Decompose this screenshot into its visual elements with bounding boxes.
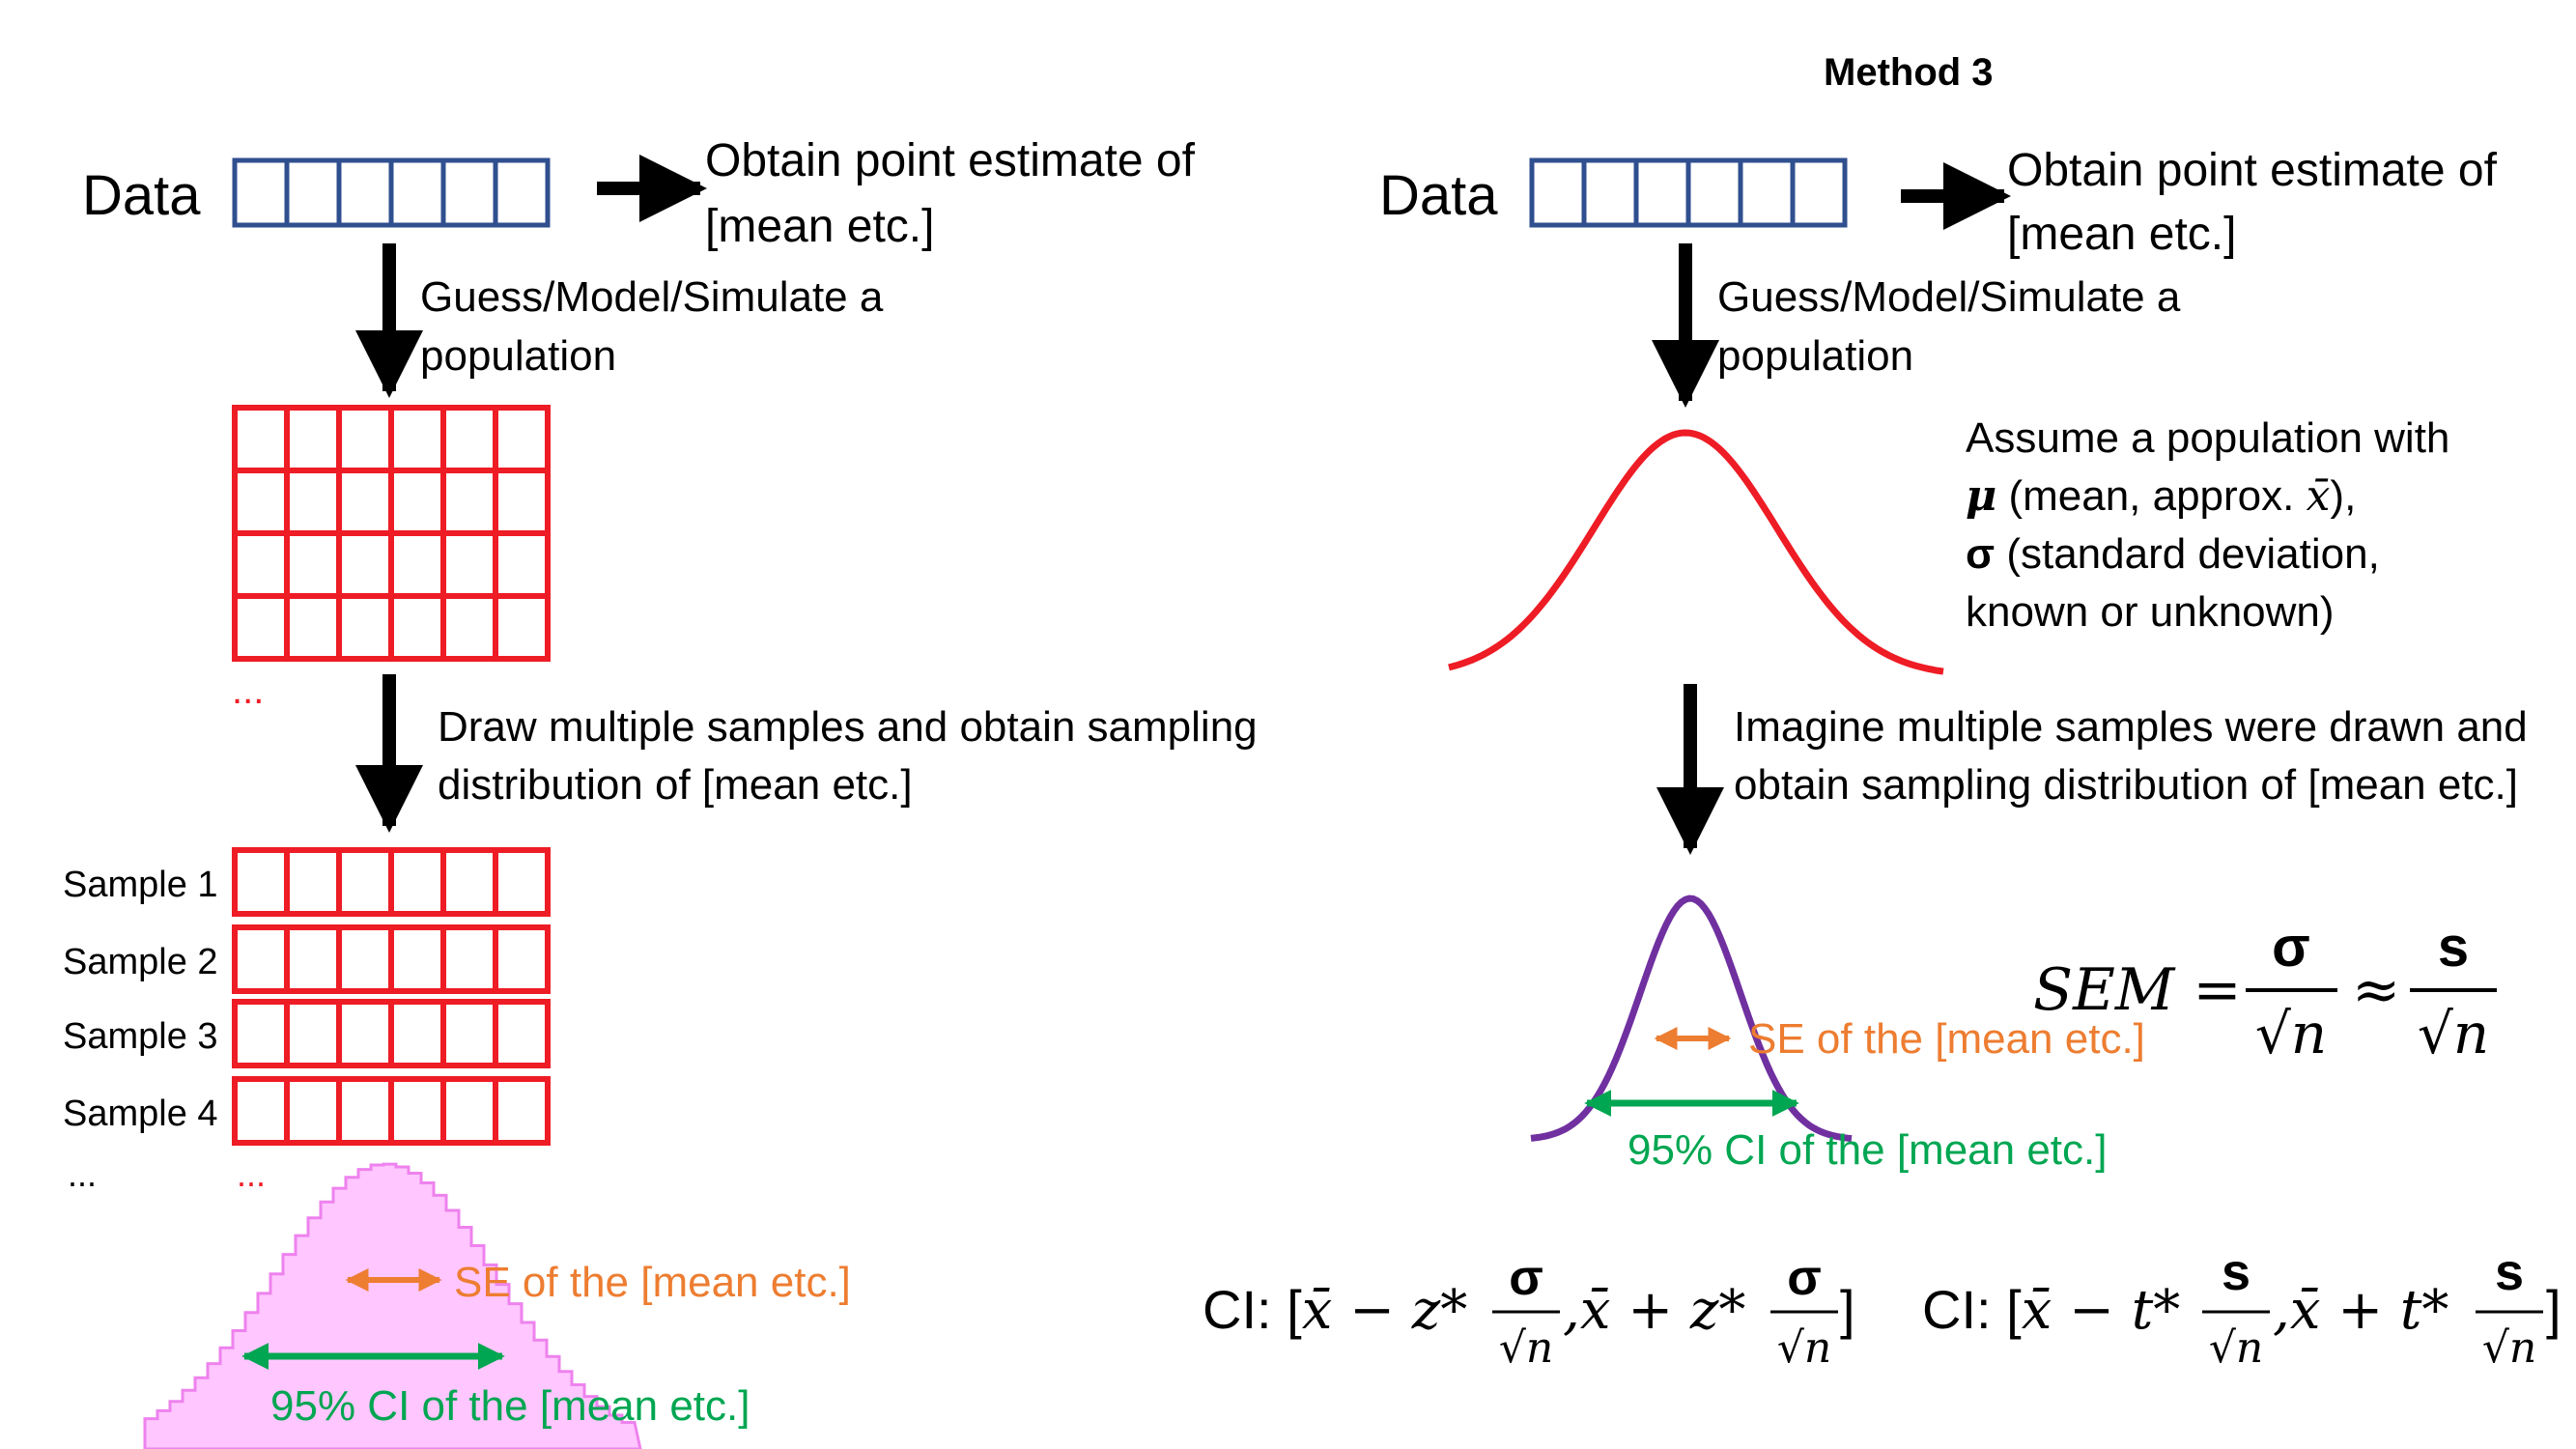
ci-formula-z: CI: [x̄ − z* σ √n ,x̄ + z* σ √n ] xyxy=(1203,1250,1855,1373)
ci-z-sqrt-2: √n xyxy=(1777,1323,1831,1373)
right-ci-label: 95% CI of the [mean etc.] xyxy=(1628,1126,2107,1174)
method-heading: Method 3 xyxy=(1824,51,1994,94)
sem-lhs: SEM = xyxy=(2033,956,2242,1024)
ci-t-plus: + t* xyxy=(2320,1279,2449,1342)
xbar-symbol: x̄ xyxy=(2307,471,2331,521)
right-data-box xyxy=(1529,157,1848,228)
ci-t-s-2: s xyxy=(2495,1243,2524,1301)
ci-z-plus: + z* xyxy=(1610,1279,1745,1342)
sem-denominator-2: √n xyxy=(2418,1001,2489,1066)
left-draw-line1: Draw multiple samples and obtain samplin… xyxy=(438,703,1258,751)
ci-t-minus: − t* xyxy=(2052,1279,2180,1342)
ci-t-expression-2: ,x̄ + t* xyxy=(2273,1279,2449,1342)
ci-z-xbar-2: x̄ xyxy=(1580,1279,1611,1342)
ci-z-close: ] xyxy=(1840,1279,1855,1340)
population-grid xyxy=(232,405,551,662)
left-point-estimate-line2: [mean etc.] xyxy=(705,201,934,252)
left-guess-line2: population xyxy=(420,332,616,380)
assume-line2-rest: (mean, approx. xyxy=(1996,472,2306,520)
mu-symbol: μ xyxy=(1966,471,1996,521)
left-ci-label: 95% CI of the [mean etc.] xyxy=(270,1382,750,1430)
ci-t-sqrt-1: √n xyxy=(2209,1323,2263,1373)
ci-t-close: ] xyxy=(2546,1279,2562,1340)
histogram-bars xyxy=(143,1162,642,1449)
assume-line3-rest: (standard deviation, xyxy=(1995,530,2380,578)
sampling-histogram xyxy=(143,1162,642,1449)
ci-t-expression: CI: [x̄ − t* xyxy=(1922,1279,2180,1342)
assume-line2: μ (mean, approx. x̄), xyxy=(1966,471,2356,521)
imagine-line1: Imagine multiple samples were drawn and xyxy=(1734,703,2528,751)
ci-z-minus: − z* xyxy=(1332,1279,1467,1342)
sample-label: Sample 2 xyxy=(63,942,218,982)
population-normal-curve xyxy=(1448,429,1944,675)
sample-label: Sample 1 xyxy=(63,865,218,905)
ci-t-sqrt-2: √n xyxy=(2482,1323,2536,1373)
left-se-label: SE of the [mean etc.] xyxy=(454,1259,851,1306)
right-point-estimate-line1: Obtain point estimate of xyxy=(2007,145,2498,196)
left-data-label: Data xyxy=(82,164,201,227)
ci-z-comma: , xyxy=(1563,1279,1580,1342)
sem-sigma-numerator: σ xyxy=(2272,916,2310,979)
sample-label: Sample 4 xyxy=(63,1094,218,1134)
ci-t-xbar-2: x̄ xyxy=(2290,1279,2321,1342)
sem-s-numerator: s xyxy=(2438,916,2469,979)
sample-label: Sample 3 xyxy=(63,1016,218,1057)
ci-t-prefix: CI: [ xyxy=(1922,1279,2022,1340)
right-guess-line2: population xyxy=(1717,332,1913,380)
right-se-label: SE of the [mean etc.] xyxy=(1748,1015,2145,1063)
left-data-box xyxy=(232,157,551,228)
ci-formula-t: CI: [x̄ − t* s √n ,x̄ + t* s √n ] xyxy=(1922,1243,2562,1373)
right-guess-line1: Guess/Model/Simulate a xyxy=(1717,273,2181,321)
assume-line1: Assume a population with xyxy=(1966,414,2449,462)
left-guess-line1: Guess/Model/Simulate a xyxy=(420,273,884,321)
sem-denominator-1: √n xyxy=(2255,1001,2327,1066)
samples-grid-ellipsis: ... xyxy=(237,1154,266,1194)
ci-z-sqrt-1: √n xyxy=(1499,1323,1553,1373)
sem-formula: SEM = σ √n ≈ s √n xyxy=(2033,916,2497,1066)
samples-label-ellipsis: ... xyxy=(68,1154,97,1194)
right-data-label: Data xyxy=(1379,164,1498,227)
ci-z-sigma-1: σ xyxy=(1509,1250,1543,1306)
sigma-symbol: σ xyxy=(1966,530,1995,578)
right-point-estimate-line2: [mean etc.] xyxy=(2007,209,2236,260)
ci-z-xbar-1: x̄ xyxy=(1302,1279,1333,1342)
ci-z-sigma-2: σ xyxy=(1787,1250,1822,1306)
sem-approx: ≈ xyxy=(2352,956,2400,1024)
imagine-line2: obtain sampling distribution of [mean et… xyxy=(1734,761,2518,809)
samples-group: Sample 1 Sample 2 Sample 3 Sample 4 xyxy=(63,847,551,1146)
population-ellipsis: ... xyxy=(232,669,264,712)
ci-z-prefix: CI: [ xyxy=(1203,1279,1302,1340)
ci-t-xbar-1: x̄ xyxy=(2022,1279,2052,1342)
ci-z-expression: CI: [x̄ − z* xyxy=(1203,1279,1467,1342)
assume-line3: σ (standard deviation, xyxy=(1966,530,2380,578)
ci-t-s-1: s xyxy=(2222,1243,2250,1301)
left-draw-line2: distribution of [mean etc.] xyxy=(438,761,913,809)
assume-line4: known or unknown) xyxy=(1966,588,2335,636)
ci-t-comma: , xyxy=(2273,1279,2290,1342)
left-point-estimate-line1: Obtain point estimate of xyxy=(705,135,1196,186)
ci-z-expression-2: ,x̄ + z* xyxy=(1563,1279,1745,1342)
assume-line2-end: ), xyxy=(2330,472,2356,520)
